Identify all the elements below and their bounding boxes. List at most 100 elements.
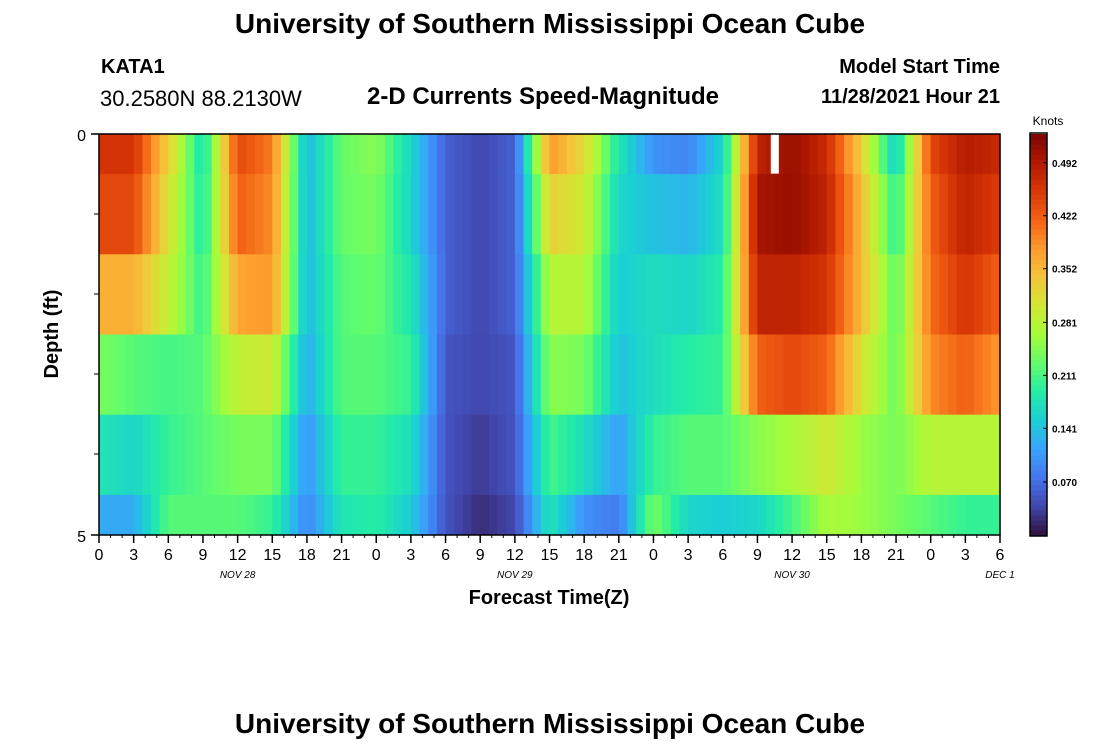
colorbar-swatch (1030, 434, 1047, 441)
colorbar-swatch (1030, 529, 1047, 536)
heatmap-cell (246, 334, 256, 416)
colorbar-tick-label: 0.211 (1052, 371, 1077, 382)
heatmap-cell (419, 414, 429, 496)
heatmap-cell (428, 174, 438, 255)
heatmap-cell (298, 414, 308, 496)
heatmap-cell (896, 134, 906, 175)
heatmap-cell (809, 254, 819, 335)
heatmap-cell (584, 494, 594, 536)
heatmap-cell (774, 494, 785, 536)
heatmap-cell (670, 254, 681, 335)
heatmap-cell (757, 254, 767, 335)
heatmap-cell (445, 174, 455, 255)
heatmap-cell (584, 254, 594, 335)
heatmap-cell (228, 134, 239, 175)
heatmap-cell (835, 174, 845, 255)
heatmap-cell (991, 174, 1001, 255)
heatmap-cell (315, 134, 325, 175)
heatmap-cell (428, 414, 438, 496)
heatmap-cell (965, 134, 975, 175)
heatmap-cell (922, 174, 932, 255)
heatmap-cell (766, 134, 776, 175)
y-axis-label: Depth (ft) (41, 290, 63, 379)
heatmap-cell (904, 134, 914, 175)
heatmap-cell (696, 174, 707, 255)
colorbar-swatch (1030, 199, 1047, 205)
heatmap-cell (254, 174, 265, 255)
colorbar-swatch (1030, 314, 1047, 321)
colorbar-tick-label: 0.352 (1052, 265, 1077, 276)
heatmap-cell (722, 414, 733, 496)
heatmap-cell (402, 334, 412, 416)
heatmap-cell (800, 134, 810, 175)
heatmap-cell (705, 414, 715, 496)
heatmap-cell (670, 334, 681, 416)
x-tick-label: 18 (575, 547, 593, 564)
heatmap-cell (263, 134, 273, 175)
heatmap-cell (384, 494, 395, 536)
heatmap-cell (800, 254, 810, 335)
heatmap-cell (688, 334, 698, 416)
heatmap-cell (974, 254, 984, 335)
heatmap-cell (246, 414, 256, 496)
colorbar-swatch (1030, 149, 1047, 155)
colorbar-swatch (1030, 154, 1047, 160)
colorbar-swatch (1030, 369, 1047, 376)
heatmap-cell (506, 334, 516, 416)
colorbar-swatch (1030, 404, 1047, 411)
heatmap-cell (254, 414, 265, 496)
heatmap-cell (757, 494, 767, 536)
heatmap-cell (852, 134, 862, 175)
colorbar-swatch (1030, 509, 1047, 516)
heatmap-cell (471, 254, 481, 335)
heatmap-cell (159, 134, 169, 175)
heatmap-cell (332, 254, 343, 335)
heatmap-cell (861, 254, 871, 335)
heatmap-cell (584, 134, 594, 175)
heatmap-cell (367, 174, 377, 255)
heatmap-cell (896, 254, 906, 335)
heatmap-cell (696, 254, 707, 335)
colorbar-tick-label: 0.422 (1052, 212, 1077, 223)
heatmap-cell (601, 494, 611, 536)
heatmap-cell (549, 254, 559, 335)
heatmap-cell (532, 334, 542, 416)
heatmap-cell (168, 174, 178, 255)
heatmap-cell (592, 174, 603, 255)
heatmap-cell (982, 494, 992, 536)
heatmap-cell (462, 254, 473, 335)
heatmap-cell (679, 174, 689, 255)
heatmap-cell (410, 134, 421, 175)
heatmap-cell (982, 254, 992, 335)
heatmap-cell (861, 494, 871, 536)
heatmap-cells (99, 134, 1001, 536)
heatmap-cell (350, 414, 360, 496)
heatmap-cell (965, 174, 975, 255)
heatmap-cell (402, 414, 412, 496)
heatmap-cell (575, 134, 585, 175)
heatmap-cell (376, 494, 386, 536)
heatmap-cell (237, 414, 247, 496)
heatmap-cell (575, 254, 585, 335)
colorbar-swatch (1030, 269, 1047, 275)
heatmap-cell (410, 254, 421, 335)
heatmap-cell (324, 254, 334, 335)
heatmap-cell (116, 334, 126, 416)
colorbar-swatch (1030, 329, 1047, 336)
x-tick-label: 15 (818, 547, 836, 564)
heatmap-cell (783, 494, 793, 536)
heatmap-cell (540, 174, 551, 255)
heatmap-cell (930, 254, 940, 335)
heatmap-cell (454, 414, 464, 496)
heatmap-cell (480, 414, 490, 496)
heatmap-cell (168, 254, 178, 335)
heatmap-cell (852, 174, 862, 255)
heatmap-cell (930, 174, 940, 255)
heatmap-cell (722, 174, 733, 255)
heatmap-cell (107, 134, 117, 175)
colorbar-swatch (1030, 134, 1047, 140)
heatmap-cell (237, 174, 247, 255)
heatmap-cell (315, 414, 325, 496)
heatmap-cell (558, 134, 568, 175)
heatmap-cell (783, 174, 793, 255)
